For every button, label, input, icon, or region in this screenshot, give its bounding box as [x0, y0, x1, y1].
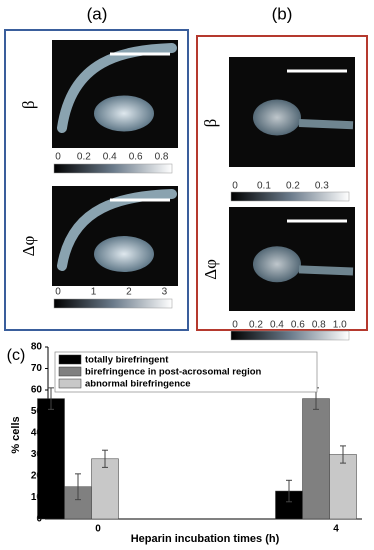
quantity-symbol: β — [19, 100, 38, 109]
legend-swatch — [58, 378, 82, 389]
x-tick-label: 0 — [95, 524, 101, 535]
quantity-symbol: Δφ — [201, 259, 220, 280]
colorbar-tick-label: 0.4 — [270, 320, 284, 331]
colorbar-tick-label: 0 — [55, 152, 61, 163]
colorbar — [230, 191, 350, 202]
x-tick-label: 4 — [333, 524, 339, 535]
legend-box — [54, 351, 318, 393]
cell-head — [94, 95, 154, 132]
colorbar — [230, 330, 350, 341]
legend-swatch — [58, 366, 82, 377]
colorbar-tick-label: 0.1 — [257, 181, 271, 192]
legend-swatch — [58, 354, 82, 365]
colorbar-tick-label: 0 — [232, 181, 238, 192]
cell-head — [94, 236, 154, 272]
colorbar-tick-label: 0.6 — [291, 320, 305, 331]
y-tick-label: 20 — [31, 471, 43, 482]
colorbar-tick-label: 0.8 — [312, 320, 326, 331]
bar — [37, 398, 65, 520]
colorbar-tick-label: 1 — [91, 287, 97, 298]
bar — [302, 398, 330, 520]
panel-label: (b) — [272, 4, 293, 23]
panel-b-frame — [196, 35, 368, 331]
panel-label: (c) — [7, 347, 26, 364]
colorbar-tick-label: 3 — [162, 287, 168, 298]
colorbar-tick-label: 0.4 — [103, 152, 117, 163]
panel-label: (a) — [87, 4, 108, 23]
cell-head — [253, 246, 301, 283]
bar — [91, 458, 119, 520]
colorbar — [53, 163, 173, 174]
cell-tail — [298, 265, 354, 276]
y-tick-label: 50 — [31, 406, 43, 417]
colorbar-tick-label: 0.8 — [155, 152, 169, 163]
colorbar-tick-label: 0.2 — [286, 181, 300, 192]
y-axis-label: % cells — [10, 416, 22, 453]
y-tick-label: 80 — [31, 342, 43, 353]
colorbar — [53, 298, 173, 309]
cell-shape — [57, 189, 177, 271]
legend-label: totally birefringent — [85, 355, 169, 366]
cell-head — [253, 99, 301, 136]
x-axis-label: Heparin incubation times (h) — [131, 533, 280, 545]
y-tick-label: 40 — [31, 428, 43, 439]
cell-shape — [57, 43, 177, 133]
colorbar-tick-label: 1.0 — [333, 320, 347, 331]
y-tick-label: 10 — [31, 492, 43, 503]
quantity-symbol: β — [201, 119, 220, 128]
quantity-symbol: Δφ — [19, 235, 38, 256]
colorbar-tick-label: 0.2 — [77, 152, 91, 163]
colorbar-tick-label: 0 — [55, 287, 61, 298]
panel-a-frame — [4, 29, 189, 331]
colorbar-tick-label: 2 — [126, 287, 132, 298]
cell-tail — [298, 119, 354, 130]
legend-label: birefringence in post-acrosomal region — [85, 367, 262, 378]
legend-label: abnormal birefringence — [85, 379, 191, 390]
colorbar-tick-label: 0 — [232, 320, 238, 331]
y-tick-label: 70 — [31, 363, 43, 374]
y-tick-label: 30 — [31, 449, 43, 460]
bar — [329, 454, 357, 520]
colorbar-tick-label: 0.3 — [315, 181, 329, 192]
y-tick-label: 60 — [31, 385, 43, 396]
colorbar-tick-label: 0.2 — [249, 320, 263, 331]
colorbar-tick-label: 0.6 — [129, 152, 143, 163]
